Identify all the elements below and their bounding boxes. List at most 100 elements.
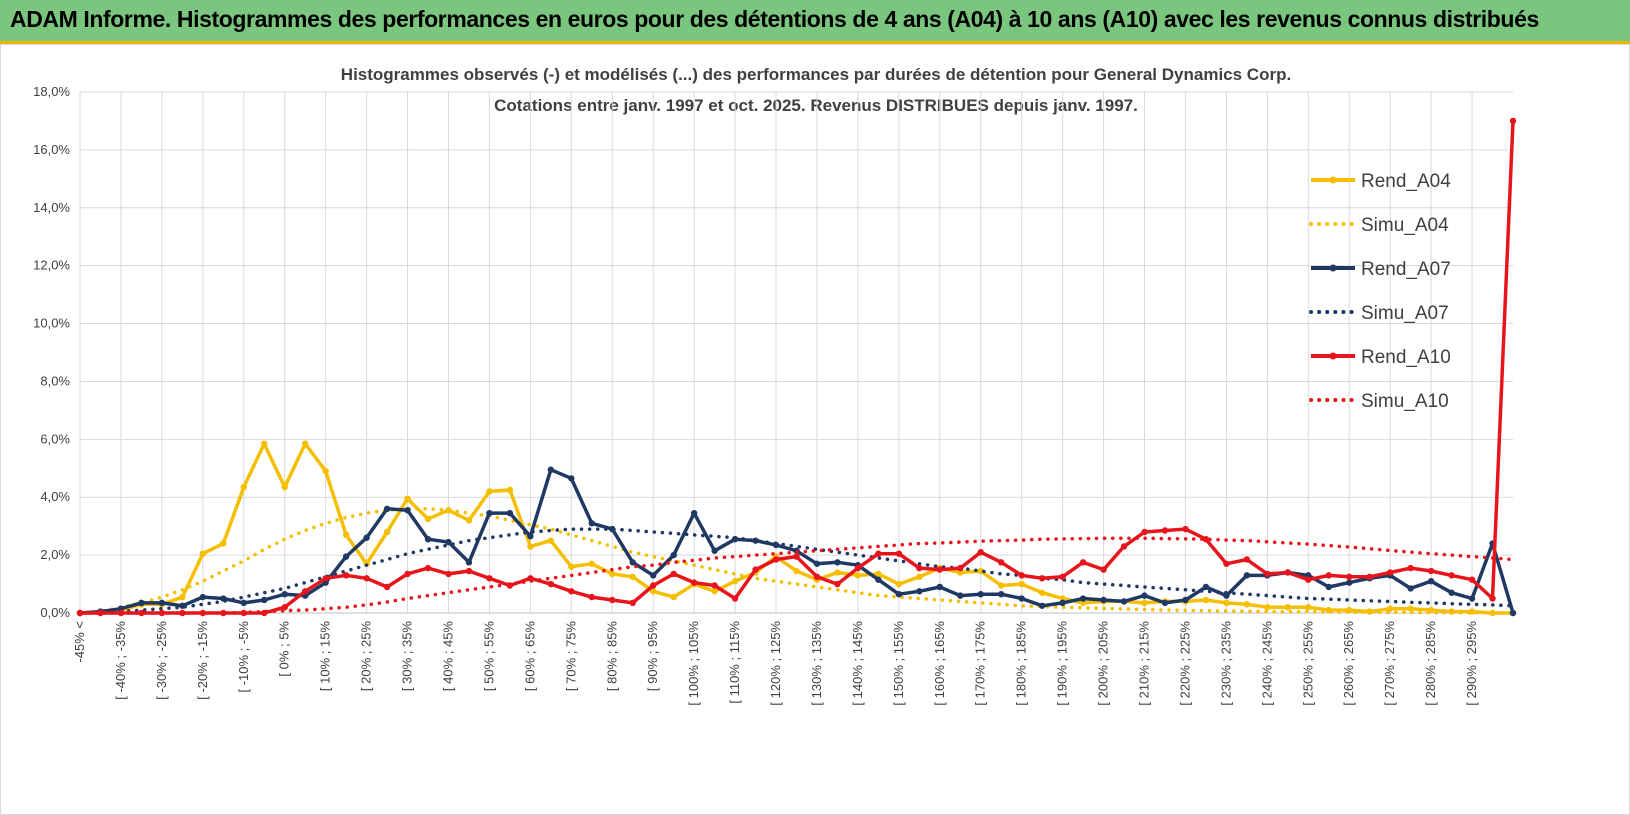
series-rend-a07-point <box>342 553 350 560</box>
x-tick-label: [ -40% ; -35% <box>113 621 128 700</box>
series-rend-a10-point <box>1264 570 1271 578</box>
series-rend-a07-point <box>1346 579 1353 586</box>
y-tick-label: 0,0% <box>40 605 70 620</box>
series-rend-a07-point <box>281 590 288 598</box>
y-tick-label: 4,0% <box>40 489 70 504</box>
series-rend-a10-point <box>281 604 288 611</box>
x-tick-label: [ 80% ; 85% <box>604 621 619 692</box>
series-rend-a07-point <box>629 559 636 566</box>
series-rend-a04-point <box>854 572 862 579</box>
x-tick-label: [ 200% ; 205% <box>1096 621 1111 706</box>
series-rend-a10-point <box>650 582 657 589</box>
chart-title-line-2: Cotations entre janv. 1997 et oct. 2025.… <box>494 96 1138 115</box>
series-rend-a04-point <box>506 486 514 494</box>
x-tick-label: [ 40% ; 45% <box>440 621 455 692</box>
series-rend-a07-point <box>650 572 657 579</box>
series-rend-a10-point <box>998 559 1005 566</box>
series-rend-a07-point <box>813 560 821 567</box>
x-tick-label: [ 290% ; 295% <box>1464 621 1479 706</box>
legend-label-rend-a10: Rend_A10 <box>1361 347 1451 368</box>
x-tick-label: [ -10% ; -5% <box>236 621 251 693</box>
series-rend-a07-point <box>404 507 411 514</box>
series-rend-a07-point <box>424 535 432 543</box>
series-rend-a04-point <box>650 588 657 595</box>
series-rend-a07-point <box>936 583 943 591</box>
series-rend-a07-point <box>834 559 841 566</box>
series-rend-a07-point <box>895 590 903 598</box>
series-rend-a07-point <box>752 537 759 544</box>
x-tick-label: [ 100% ; 105% <box>686 621 701 706</box>
series-rend-a07-point <box>1182 596 1189 604</box>
y-tick-label: 10,0% <box>33 316 70 331</box>
x-tick-label: [ 130% ; 135% <box>809 621 824 706</box>
series-rend-a10-point <box>752 566 759 573</box>
series-rend-a10-point <box>854 564 862 572</box>
series-rend-a07-point <box>1448 589 1455 596</box>
series-rend-a04-point <box>199 550 207 557</box>
x-tick-label: [ 260% ; 265% <box>1341 621 1356 706</box>
series-simu-a04-line <box>78 507 1515 615</box>
series-rend-a07-line <box>79 467 1515 615</box>
series-rend-a04-point <box>1468 608 1476 615</box>
series-rend-a04-point <box>1243 601 1251 608</box>
series-rend-a07-point <box>547 466 555 473</box>
series-rend-a07-point <box>1427 577 1435 585</box>
series-rend-a10-point <box>1325 572 1332 579</box>
chart-title-line-1: Histogrammes observés (-) et modélisés (… <box>340 65 1292 84</box>
series-rend-a07-point <box>138 599 145 607</box>
series-rend-a10-point <box>1223 560 1230 567</box>
series-rend-a10-point <box>711 582 718 589</box>
series-rend-a10-point <box>1100 566 1107 573</box>
series-rend-a07-point <box>261 596 268 604</box>
series-rend-a10-point <box>1284 569 1292 576</box>
series-rend-a07-point <box>1509 609 1517 617</box>
series-rend-a04-point <box>711 588 718 595</box>
series-rend-a07-point <box>1141 592 1148 599</box>
series-rend-a10-point <box>1366 573 1373 581</box>
series-rend-a04-point <box>261 440 268 447</box>
x-tick-label: [ 60% ; 65% <box>522 621 537 692</box>
series-rend-a10-line <box>80 120 1515 615</box>
series-rend-a04-point <box>588 560 595 567</box>
series-rend-a07-point <box>875 576 882 583</box>
series-rend-a10-point <box>486 575 493 582</box>
chart-frame: Histogrammes observés (-) et modélisés (… <box>0 44 1630 815</box>
series-rend-a07-point <box>957 592 964 599</box>
series-rend-a10-point <box>383 583 391 591</box>
series-rend-a04-point <box>998 582 1005 589</box>
series-rend-a07-point <box>916 588 923 595</box>
series-rend-a10-point <box>1182 525 1189 533</box>
series-rend-a04-point <box>1386 605 1394 612</box>
series-rend-a10-point <box>793 553 800 560</box>
series-rend-a10-point <box>916 564 923 572</box>
chart-plot: 0,0% 2,0% 4,0% 6,0% 8,0% 10,0% 12,0% 14,0% 16,0%… <box>33 84 1517 706</box>
legend-marker-rend-a10 <box>1329 352 1337 360</box>
legend-label-simu-a04: Simu_A04 <box>1361 215 1449 236</box>
series-rend-a04-point <box>1038 589 1046 596</box>
series-rend-a07-point <box>711 547 718 554</box>
series-rend-a07-point <box>240 599 247 607</box>
x-tick-label: [ 50% ; 55% <box>481 621 496 692</box>
series-rend-a07-point <box>1202 583 1210 591</box>
series-rend-a07-point <box>998 590 1005 598</box>
series-rend-a04-point <box>465 517 473 524</box>
series-rend-a04-point <box>486 488 493 495</box>
y-tick-label: 12,0% <box>33 258 70 273</box>
x-tick-label: [ 170% ; 175% <box>973 621 988 706</box>
series-rend-a10-point <box>1120 543 1128 550</box>
legend-label-rend-a04: Rend_A04 <box>1361 171 1451 192</box>
series-rend-a07-point <box>506 509 514 517</box>
series-rend-a04-point <box>404 495 411 502</box>
series-rend-a07-point <box>1468 595 1476 602</box>
series-rend-a10-point <box>1059 573 1066 581</box>
series-rend-a07-point <box>977 590 984 598</box>
series-rend-a07-point <box>1161 599 1169 607</box>
y-tick-label: 16,0% <box>33 142 70 157</box>
x-tick-label: [ 70% ; 75% <box>563 621 578 692</box>
series-rend-a10-point <box>138 609 145 617</box>
series-rend-a04-point <box>670 593 677 601</box>
series-rend-a10-point <box>220 609 227 617</box>
series-rend-a10-point <box>875 550 882 557</box>
series-rend-a10-point <box>301 588 309 595</box>
series-rend-a10-point <box>465 567 473 575</box>
